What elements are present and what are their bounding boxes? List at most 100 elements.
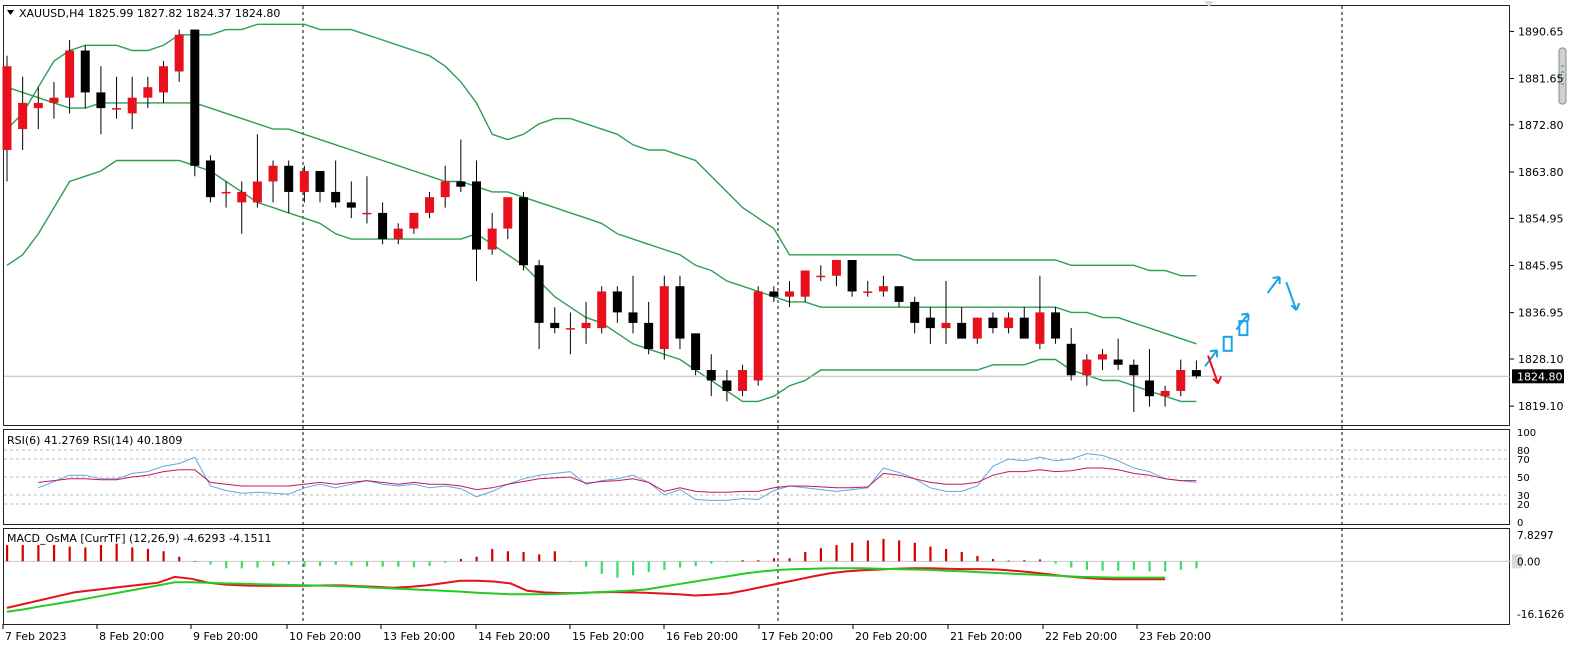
macd-histogram-bar (381, 561, 384, 567)
bullish-candle (409, 212, 419, 229)
macd-histogram-bar (772, 558, 776, 562)
forecast-down-arrow (1207, 355, 1222, 385)
bullish-candle (831, 260, 841, 276)
bearish-candle (378, 212, 388, 240)
symbol-dropdown-icon[interactable] (7, 10, 14, 15)
macd-histogram-bar (350, 561, 353, 566)
bearish-candle (190, 29, 200, 166)
macd-histogram-bar (209, 561, 212, 565)
macd-histogram-bar (725, 561, 729, 563)
time-axis-label: 23 Feb 20:00 (1139, 630, 1211, 643)
bearish-candle (628, 312, 638, 323)
macd-histogram-bar (678, 561, 682, 568)
macd-histogram-bar (287, 561, 290, 565)
macd-histogram-bar (162, 551, 165, 562)
bullish-candle (18, 102, 28, 130)
macd-axis-label: 0.00 (1517, 556, 1540, 568)
rsi-axis-label: 100 (1517, 428, 1536, 439)
macd-histogram-bar (225, 561, 228, 569)
price-axis-label: 1828.10 (1518, 353, 1564, 366)
bullish-candle (800, 270, 810, 297)
macd-histogram-bar (365, 561, 369, 567)
macd-histogram-bar (303, 561, 306, 567)
macd-histogram-bar (929, 546, 932, 562)
macd-histogram-bar (913, 542, 916, 562)
bullish-candle (565, 328, 575, 330)
scroll-handle[interactable] (1558, 47, 1567, 105)
macd-axis-label: 7.8297 (1517, 530, 1554, 542)
bullish-candle (299, 170, 309, 192)
bearish-candle (550, 322, 560, 329)
macd-histogram-bar (1164, 561, 1167, 572)
bullish-candle (268, 165, 278, 182)
bearish-candle (331, 191, 341, 203)
macd-histogram-bar (68, 546, 71, 562)
bearish-candle (1191, 370, 1201, 377)
time-axis-label: 21 Feb 20:00 (950, 630, 1022, 643)
macd-histogram-bar (1132, 561, 1135, 570)
rsi-axis-label: 80 (1517, 446, 1530, 457)
bullish-candle (972, 317, 982, 339)
bullish-candle (174, 34, 184, 72)
macd-histogram-bar (991, 559, 995, 562)
macd-histogram-bar (84, 547, 87, 562)
bullish-candle (159, 66, 168, 93)
bullish-candle (2, 66, 12, 151)
bearish-candle (910, 301, 920, 323)
bullish-candle (1098, 354, 1107, 360)
bullish-candle (425, 197, 435, 213)
forecast-down-arrow (1285, 281, 1301, 311)
bullish-candle (1176, 370, 1186, 391)
bullish-candle (753, 291, 763, 381)
macd-histogram-bar (757, 560, 760, 562)
price-axis-label: 1836.95 (1518, 307, 1564, 320)
macd-histogram-bar (37, 545, 40, 562)
macd-histogram-bar (788, 558, 791, 562)
rsi-axis-label: 50 (1517, 473, 1530, 484)
time-axis-label: 7 Feb 2023 (5, 630, 66, 643)
macd-histogram-bar (115, 543, 118, 562)
macd-histogram-bar (506, 551, 509, 562)
bullish-candle (581, 322, 591, 329)
price-axis-label: 1881.65 (1518, 73, 1564, 86)
macd-histogram-bar (459, 559, 463, 562)
bearish-candle (472, 181, 481, 250)
bullish-candle (127, 97, 137, 114)
bullish-candle (221, 191, 231, 194)
macd-histogram-bar (632, 561, 635, 576)
bearish-candle (1129, 364, 1139, 376)
macd-histogram-bar (960, 552, 963, 562)
time-axis-label: 22 Feb 20:00 (1045, 630, 1117, 643)
bullish-candle (597, 291, 607, 329)
macd-histogram-bar (663, 561, 666, 570)
macd-histogram-bar (553, 551, 556, 562)
macd-histogram-bar (444, 561, 447, 563)
macd-histogram-bar (1007, 560, 1010, 562)
bullish-candle (33, 102, 43, 109)
time-axis-label: 8 Feb 20:00 (99, 630, 164, 643)
macd-histogram-bar (1101, 561, 1104, 571)
bullish-candle (1082, 359, 1092, 376)
bullish-candle (65, 50, 75, 98)
bearish-candle (722, 380, 732, 391)
bearish-candle (1066, 343, 1076, 376)
macd-histogram-bar (866, 540, 869, 562)
rsi-axis-label: 20 (1517, 500, 1530, 511)
bullish-candle (738, 370, 748, 391)
bullish-candle (440, 181, 450, 198)
scroll-marker-icon (1204, 1, 1214, 7)
rsi-axis-label: 0 (1517, 518, 1523, 529)
current-price-tag (1512, 369, 1564, 384)
bearish-candle (456, 181, 466, 187)
bullish-candle (1160, 390, 1170, 397)
macd-histogram-bar (1195, 561, 1198, 569)
bollinger-middle-line (6, 86, 1197, 345)
bullish-candle (1035, 312, 1045, 344)
macd-histogram-bar (272, 561, 275, 567)
price-axis-label: 1890.65 (1518, 25, 1564, 38)
rsi-series-rsi14-line (38, 467, 1197, 493)
bearish-candle (315, 170, 325, 192)
macd-histogram-bar (600, 561, 603, 574)
macd-histogram-bar (898, 540, 901, 562)
macd-histogram-bar (976, 555, 979, 562)
